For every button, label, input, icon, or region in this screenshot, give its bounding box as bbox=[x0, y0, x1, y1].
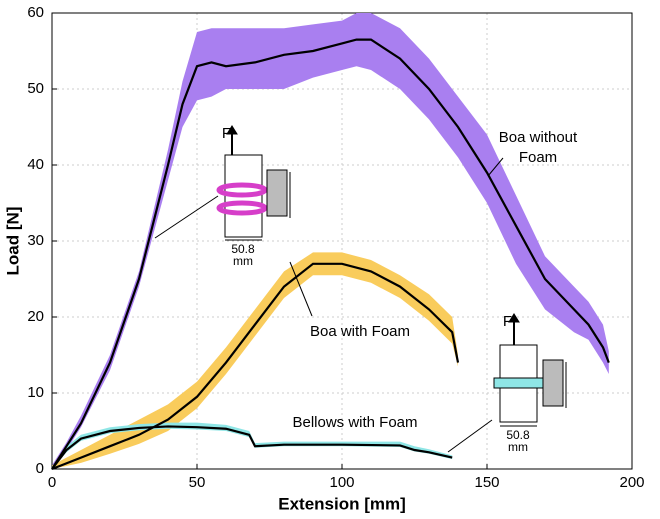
line bbox=[51, 262, 460, 471]
y-tick-label: 20 bbox=[27, 308, 44, 325]
band bbox=[52, 252, 458, 469]
x-tick-label: 0 bbox=[48, 474, 56, 491]
y-tick-label: 10 bbox=[27, 384, 44, 401]
y-tick-label: 60 bbox=[27, 4, 44, 21]
line bbox=[51, 38, 610, 470]
y-tick-label: 50 bbox=[27, 80, 44, 97]
series-label: Bellows with Foam bbox=[292, 414, 418, 431]
diagram-label: mm bbox=[508, 440, 528, 454]
leader bbox=[154, 195, 219, 239]
series-label: Boa without Foam bbox=[498, 129, 578, 166]
series-label: Boa with Foam bbox=[309, 323, 411, 340]
y-tick-label: 0 bbox=[36, 460, 44, 477]
band bbox=[52, 13, 609, 469]
x-axis-label: Extension [mm] bbox=[278, 494, 406, 513]
diagram-label: mm bbox=[233, 254, 253, 268]
plot-frame bbox=[51, 12, 633, 470]
arrowhead bbox=[508, 313, 520, 323]
y-tick-label: 30 bbox=[27, 232, 44, 249]
x-tick-label: 100 bbox=[329, 474, 354, 491]
bellows bbox=[493, 377, 545, 389]
x-tick-label: 200 bbox=[619, 474, 644, 491]
strap bbox=[216, 200, 268, 216]
line bbox=[51, 425, 453, 470]
diagram-label: 50.8 bbox=[231, 242, 255, 256]
diagrams bbox=[154, 125, 567, 453]
leader bbox=[289, 261, 313, 317]
x-tick-label: 50 bbox=[189, 474, 206, 491]
fixture bbox=[542, 359, 564, 407]
diagram-label: F bbox=[503, 313, 512, 330]
strap bbox=[216, 182, 268, 198]
x-tick-label: 150 bbox=[474, 474, 499, 491]
y-tick-label: 40 bbox=[27, 156, 44, 173]
leader bbox=[447, 419, 493, 453]
diagram-label: 50.8 bbox=[506, 428, 530, 442]
fixture bbox=[266, 169, 288, 217]
y-axis-label: Load [N] bbox=[3, 207, 22, 276]
leader bbox=[487, 157, 504, 177]
diagram-label: F bbox=[222, 125, 231, 142]
arrowhead bbox=[226, 125, 238, 135]
